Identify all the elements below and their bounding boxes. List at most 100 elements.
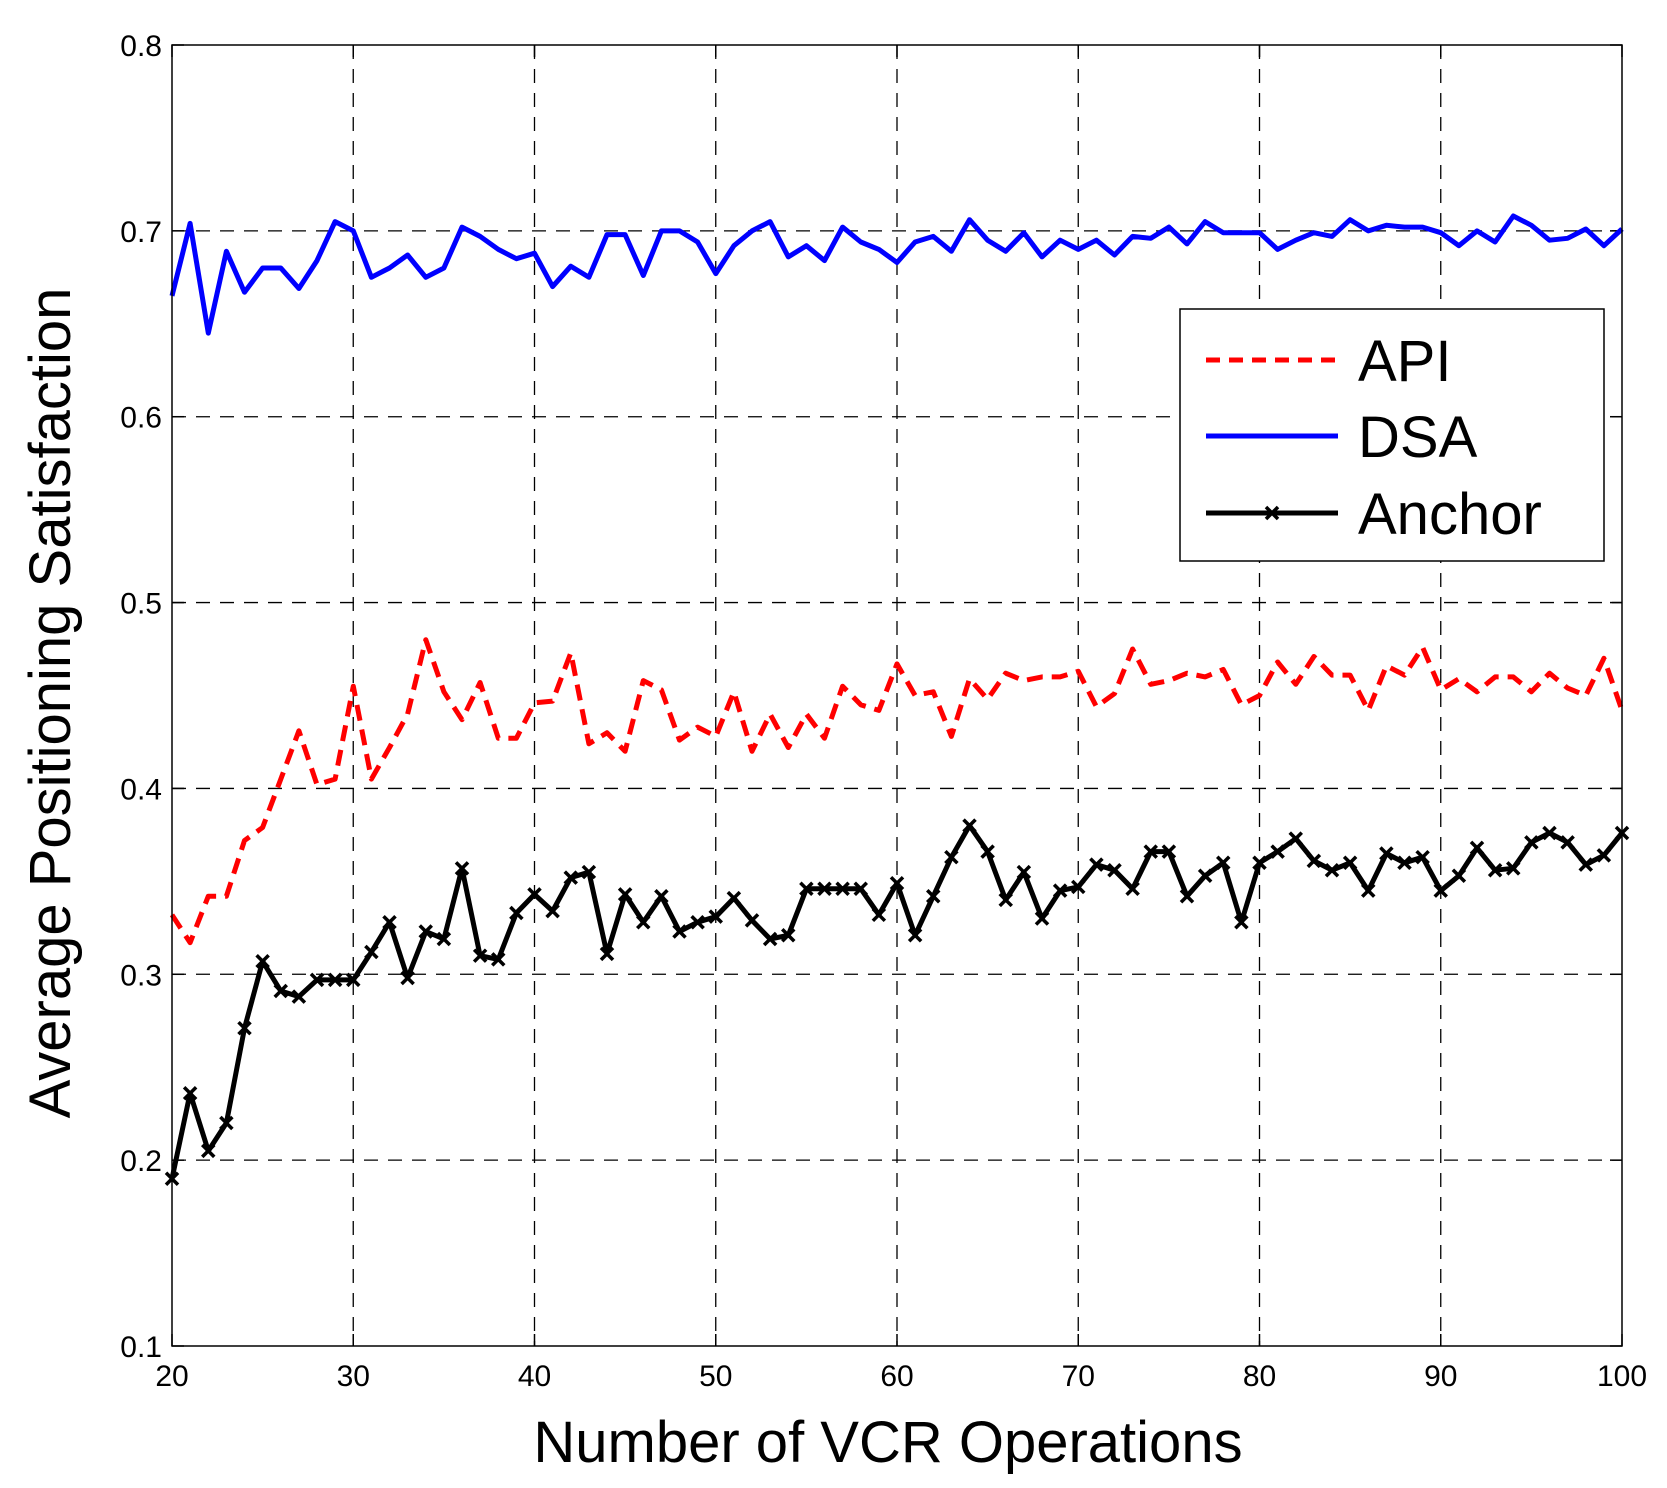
data-point-anchor [762, 931, 778, 947]
y-tick-label: 0.2 [120, 1145, 162, 1178]
data-point-anchor [1179, 888, 1195, 904]
data-point-anchor [744, 913, 760, 928]
data-point-anchor [1397, 855, 1412, 871]
data-point-anchor [527, 887, 542, 902]
data-point-anchor [382, 915, 397, 930]
data-point-anchor [1252, 855, 1267, 871]
data-point-anchor [1107, 862, 1122, 878]
data-point-anchor [690, 915, 705, 930]
y-tick-label: 0.7 [120, 216, 162, 249]
data-point-anchor [1578, 857, 1593, 872]
data-point-anchor [998, 892, 1013, 908]
data-point-anchor [944, 849, 959, 865]
data-point-anchor [980, 844, 995, 859]
data-point-anchor [654, 888, 669, 904]
data-point-anchor [1415, 849, 1430, 865]
tick-labels: 20 30 40 50 60 70 80 90 100 0.1 0.2 0.3 0.4 0.5 0.6 0.7… [120, 30, 1647, 1393]
data-point-anchor [1379, 846, 1394, 861]
data-point-anchor [418, 924, 433, 939]
data-point-anchor [708, 909, 723, 924]
data-point-anchor [309, 972, 325, 988]
x-tick-label: 20 [155, 1360, 188, 1393]
y-tick-label: 0.3 [120, 959, 162, 992]
data-point-anchor [1234, 915, 1249, 930]
data-point-anchor [1596, 848, 1612, 863]
data-point-anchor [182, 1085, 198, 1101]
legend-label-dsa: DSA [1358, 405, 1478, 470]
data-point-anchor [1288, 831, 1303, 846]
data-point-anchor [291, 989, 307, 1004]
data-point-anchor [545, 903, 560, 919]
data-point-anchor [1197, 868, 1213, 884]
data-point-anchor [1216, 855, 1231, 871]
data-point-anchor [454, 861, 470, 876]
legend-label-api: API [1358, 329, 1452, 394]
x-tick-label: 90 [1424, 1360, 1457, 1393]
data-point-anchor [327, 972, 343, 988]
data-point-anchor [273, 983, 288, 999]
y-tick-label: 0.8 [120, 30, 162, 63]
data-point-anchor [726, 890, 742, 906]
data-point-anchor [672, 924, 687, 939]
data-point-anchor [781, 928, 796, 943]
x-tick-label: 60 [880, 1360, 913, 1393]
data-point-anchor [1089, 857, 1104, 872]
data-point-anchor [817, 881, 832, 897]
data-point-anchor [1071, 879, 1086, 895]
data-point-anchor [1016, 864, 1032, 880]
x-tick-label: 100 [1597, 1360, 1647, 1393]
data-point-anchor [926, 888, 941, 904]
y-tick-label: 0.5 [120, 588, 162, 621]
data-point-anchor [436, 931, 452, 947]
data-point-anchor [509, 905, 524, 921]
data-point-anchor [835, 881, 850, 897]
data-point-anchor [400, 970, 415, 986]
data-point-anchor [889, 875, 905, 891]
data-point-anchor [1506, 861, 1521, 876]
data-point-anchor [1270, 844, 1285, 859]
y-tick-label: 0.1 [120, 1331, 162, 1364]
data-point-anchor [799, 881, 814, 897]
data-point-anchor [472, 948, 488, 963]
data-point-anchor [1324, 862, 1340, 878]
data-point-anchor [1161, 844, 1177, 859]
data-point-anchor [1143, 844, 1158, 859]
x-tick-label: 80 [1243, 1360, 1276, 1393]
data-point-anchor [1560, 835, 1575, 850]
data-point-anchor [364, 944, 379, 960]
data-point-anchor [346, 972, 361, 988]
legend-label-anchor: Anchor [1358, 482, 1542, 547]
data-point-anchor [201, 1143, 216, 1159]
data-point-anchor [1342, 855, 1358, 871]
plot-frame [171, 44, 1623, 1347]
data-point-anchor [1524, 835, 1539, 850]
data-point-anchor [237, 1020, 252, 1036]
data-point-anchor [255, 954, 270, 969]
series-line-dsa [169, 213, 1624, 336]
legend: API DSA Anchor [1179, 308, 1605, 562]
data-point-anchor [581, 864, 597, 880]
x-tick-label: 30 [337, 1360, 370, 1393]
data-point-anchor [1306, 853, 1322, 869]
data-point-anchor [617, 887, 633, 902]
series-layer [164, 213, 1630, 1186]
y-axis-label: Average Positioning Satisfaction [18, 288, 83, 1119]
data-point-anchor [871, 907, 887, 923]
data-point-anchor [1487, 862, 1503, 878]
data-point-anchor [636, 915, 651, 930]
data-point-anchor [1469, 840, 1485, 856]
x-tick-label: 50 [699, 1360, 732, 1393]
data-point-anchor [962, 818, 977, 833]
data-point-anchor [1034, 911, 1050, 926]
data-point-anchor [599, 946, 615, 962]
legend-marker-anchor [1264, 505, 1280, 521]
y-tick-label: 0.6 [120, 402, 162, 435]
data-point-anchor [1451, 868, 1467, 884]
data-point-anchor [1052, 883, 1068, 898]
x-axis-label: Number of VCR Operations [533, 1410, 1242, 1475]
series-line-api [169, 637, 1625, 946]
data-point-anchor [853, 881, 868, 897]
data-point-anchor [491, 952, 506, 967]
x-tick-label: 70 [1062, 1360, 1095, 1393]
